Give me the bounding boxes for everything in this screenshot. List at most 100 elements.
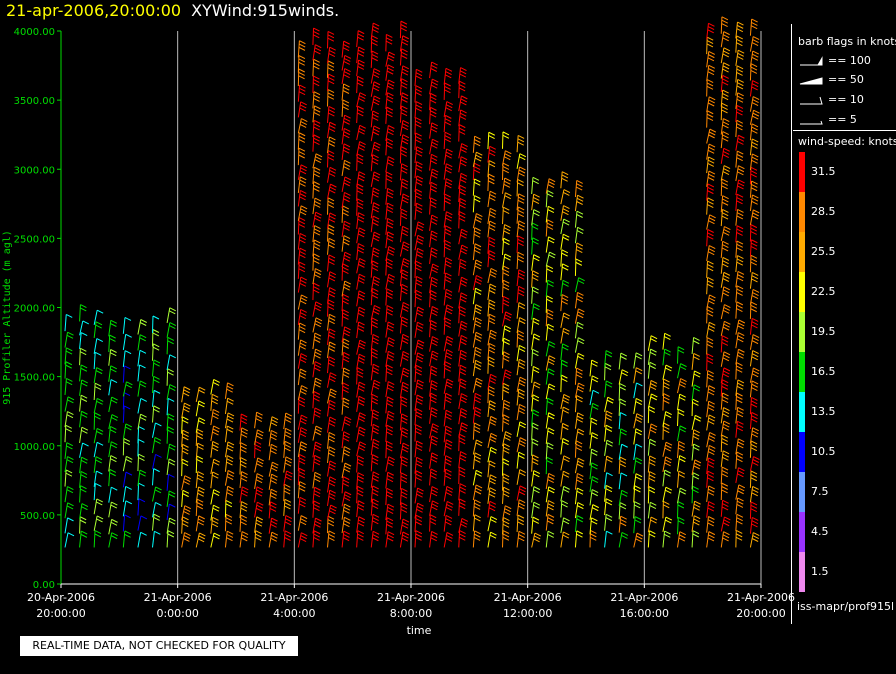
- barb-stroke: [518, 223, 525, 228]
- wind-barb: [137, 469, 147, 487]
- barb-stroke: [385, 364, 388, 382]
- barb-stroke: [153, 468, 160, 473]
- barb-stroke: [213, 535, 220, 540]
- barb-stroke: [736, 288, 744, 293]
- barb-stroke: [299, 521, 307, 526]
- barb-stroke: [736, 153, 744, 158]
- barb-stroke: [66, 377, 73, 382]
- barb-stroke: [152, 454, 156, 470]
- barb-stroke: [297, 515, 302, 531]
- barb-stroke: [533, 333, 541, 338]
- barb-stroke: [722, 503, 729, 508]
- barb-stroke: [620, 428, 627, 433]
- barb-stroke: [458, 198, 461, 216]
- wind-barb: [356, 367, 364, 385]
- barb-stroke: [312, 239, 315, 257]
- wind-barb: [327, 504, 337, 520]
- wind-barb: [385, 171, 393, 189]
- barb-stroke: [546, 193, 554, 198]
- barb-stroke: [562, 441, 569, 446]
- barb-stroke: [342, 338, 350, 343]
- barb-stroke: [109, 429, 117, 434]
- wind-barb: [531, 193, 540, 211]
- barb-stroke: [460, 149, 467, 153]
- barb-stroke: [502, 253, 506, 270]
- barb-stroke: [416, 505, 424, 510]
- barb-stroke: [431, 280, 438, 284]
- barb-stroke: [297, 176, 301, 193]
- wind-barb: [677, 501, 685, 519]
- wind-barb: [691, 429, 700, 447]
- barb-stroke: [64, 486, 68, 503]
- barb-stroke: [678, 440, 686, 445]
- barb-stroke: [648, 405, 656, 410]
- barb-stroke: [503, 237, 510, 242]
- barb-stroke: [693, 356, 700, 361]
- barb-stroke: [576, 388, 584, 393]
- barb-stroke: [694, 370, 701, 375]
- wind-barb: [502, 443, 510, 461]
- barb-stroke: [458, 451, 461, 468]
- barb-stroke: [618, 412, 621, 430]
- barb-stroke: [430, 220, 438, 225]
- barb-stroke: [343, 238, 350, 243]
- barb-stroke: [737, 49, 745, 54]
- barb-stroke: [373, 202, 380, 207]
- barb-stroke: [111, 396, 118, 401]
- barb-stroke: [401, 430, 408, 435]
- barb-stroke: [518, 220, 526, 225]
- wind-barb: [399, 35, 409, 52]
- barb-stroke: [458, 350, 462, 367]
- barb-stroke: [487, 160, 490, 178]
- barb-stroke: [342, 479, 350, 484]
- wind-barb: [516, 388, 525, 406]
- barb-stroke: [736, 24, 744, 29]
- barb-stroke: [518, 502, 525, 507]
- barb-stroke: [735, 271, 739, 288]
- wind-barb: [458, 172, 468, 190]
- wind-barb: [297, 189, 307, 207]
- barb-stroke: [723, 531, 730, 536]
- barb-stroke: [328, 139, 336, 144]
- barb-stroke: [474, 227, 481, 232]
- wind-barb: [516, 135, 525, 153]
- barb-stroke: [270, 433, 278, 438]
- wind-barb: [312, 317, 323, 333]
- barb-stroke: [531, 470, 535, 487]
- barb-stroke: [415, 289, 423, 294]
- barb-stroke: [752, 337, 759, 342]
- wind-barb: [472, 359, 482, 377]
- barb-stroke: [341, 503, 345, 520]
- barb-stroke: [372, 501, 379, 506]
- barb-stroke: [386, 70, 394, 75]
- barb-stroke: [708, 156, 715, 161]
- barb-stroke: [475, 380, 483, 385]
- barb-stroke: [155, 422, 162, 427]
- barb-stroke: [430, 84, 438, 89]
- wind-barb: [312, 166, 321, 184]
- barb-stroke: [502, 461, 510, 466]
- barb-stroke: [720, 209, 723, 227]
- wind-barb: [633, 485, 641, 503]
- barb-stroke: [314, 351, 322, 356]
- barb-stroke: [298, 268, 306, 273]
- barb-stroke: [519, 166, 526, 171]
- barb-stroke: [561, 300, 568, 305]
- wind-barb: [735, 193, 744, 211]
- barb-stroke: [385, 305, 388, 323]
- barb-stroke: [708, 146, 715, 151]
- barb-stroke: [270, 447, 278, 451]
- barb-stroke: [560, 407, 564, 423]
- barb-stroke: [212, 507, 220, 512]
- barb-stroke: [153, 389, 161, 394]
- barb-stroke: [429, 99, 437, 104]
- barb-stroke: [737, 497, 744, 502]
- barb-stroke: [722, 34, 730, 39]
- barb-stroke: [664, 472, 671, 477]
- barb-stroke: [750, 187, 758, 192]
- barb-stroke: [297, 454, 300, 472]
- barb-stroke: [517, 395, 525, 400]
- barb-stroke: [576, 242, 584, 247]
- barb-stroke: [737, 137, 745, 142]
- barb-stroke: [341, 294, 344, 312]
